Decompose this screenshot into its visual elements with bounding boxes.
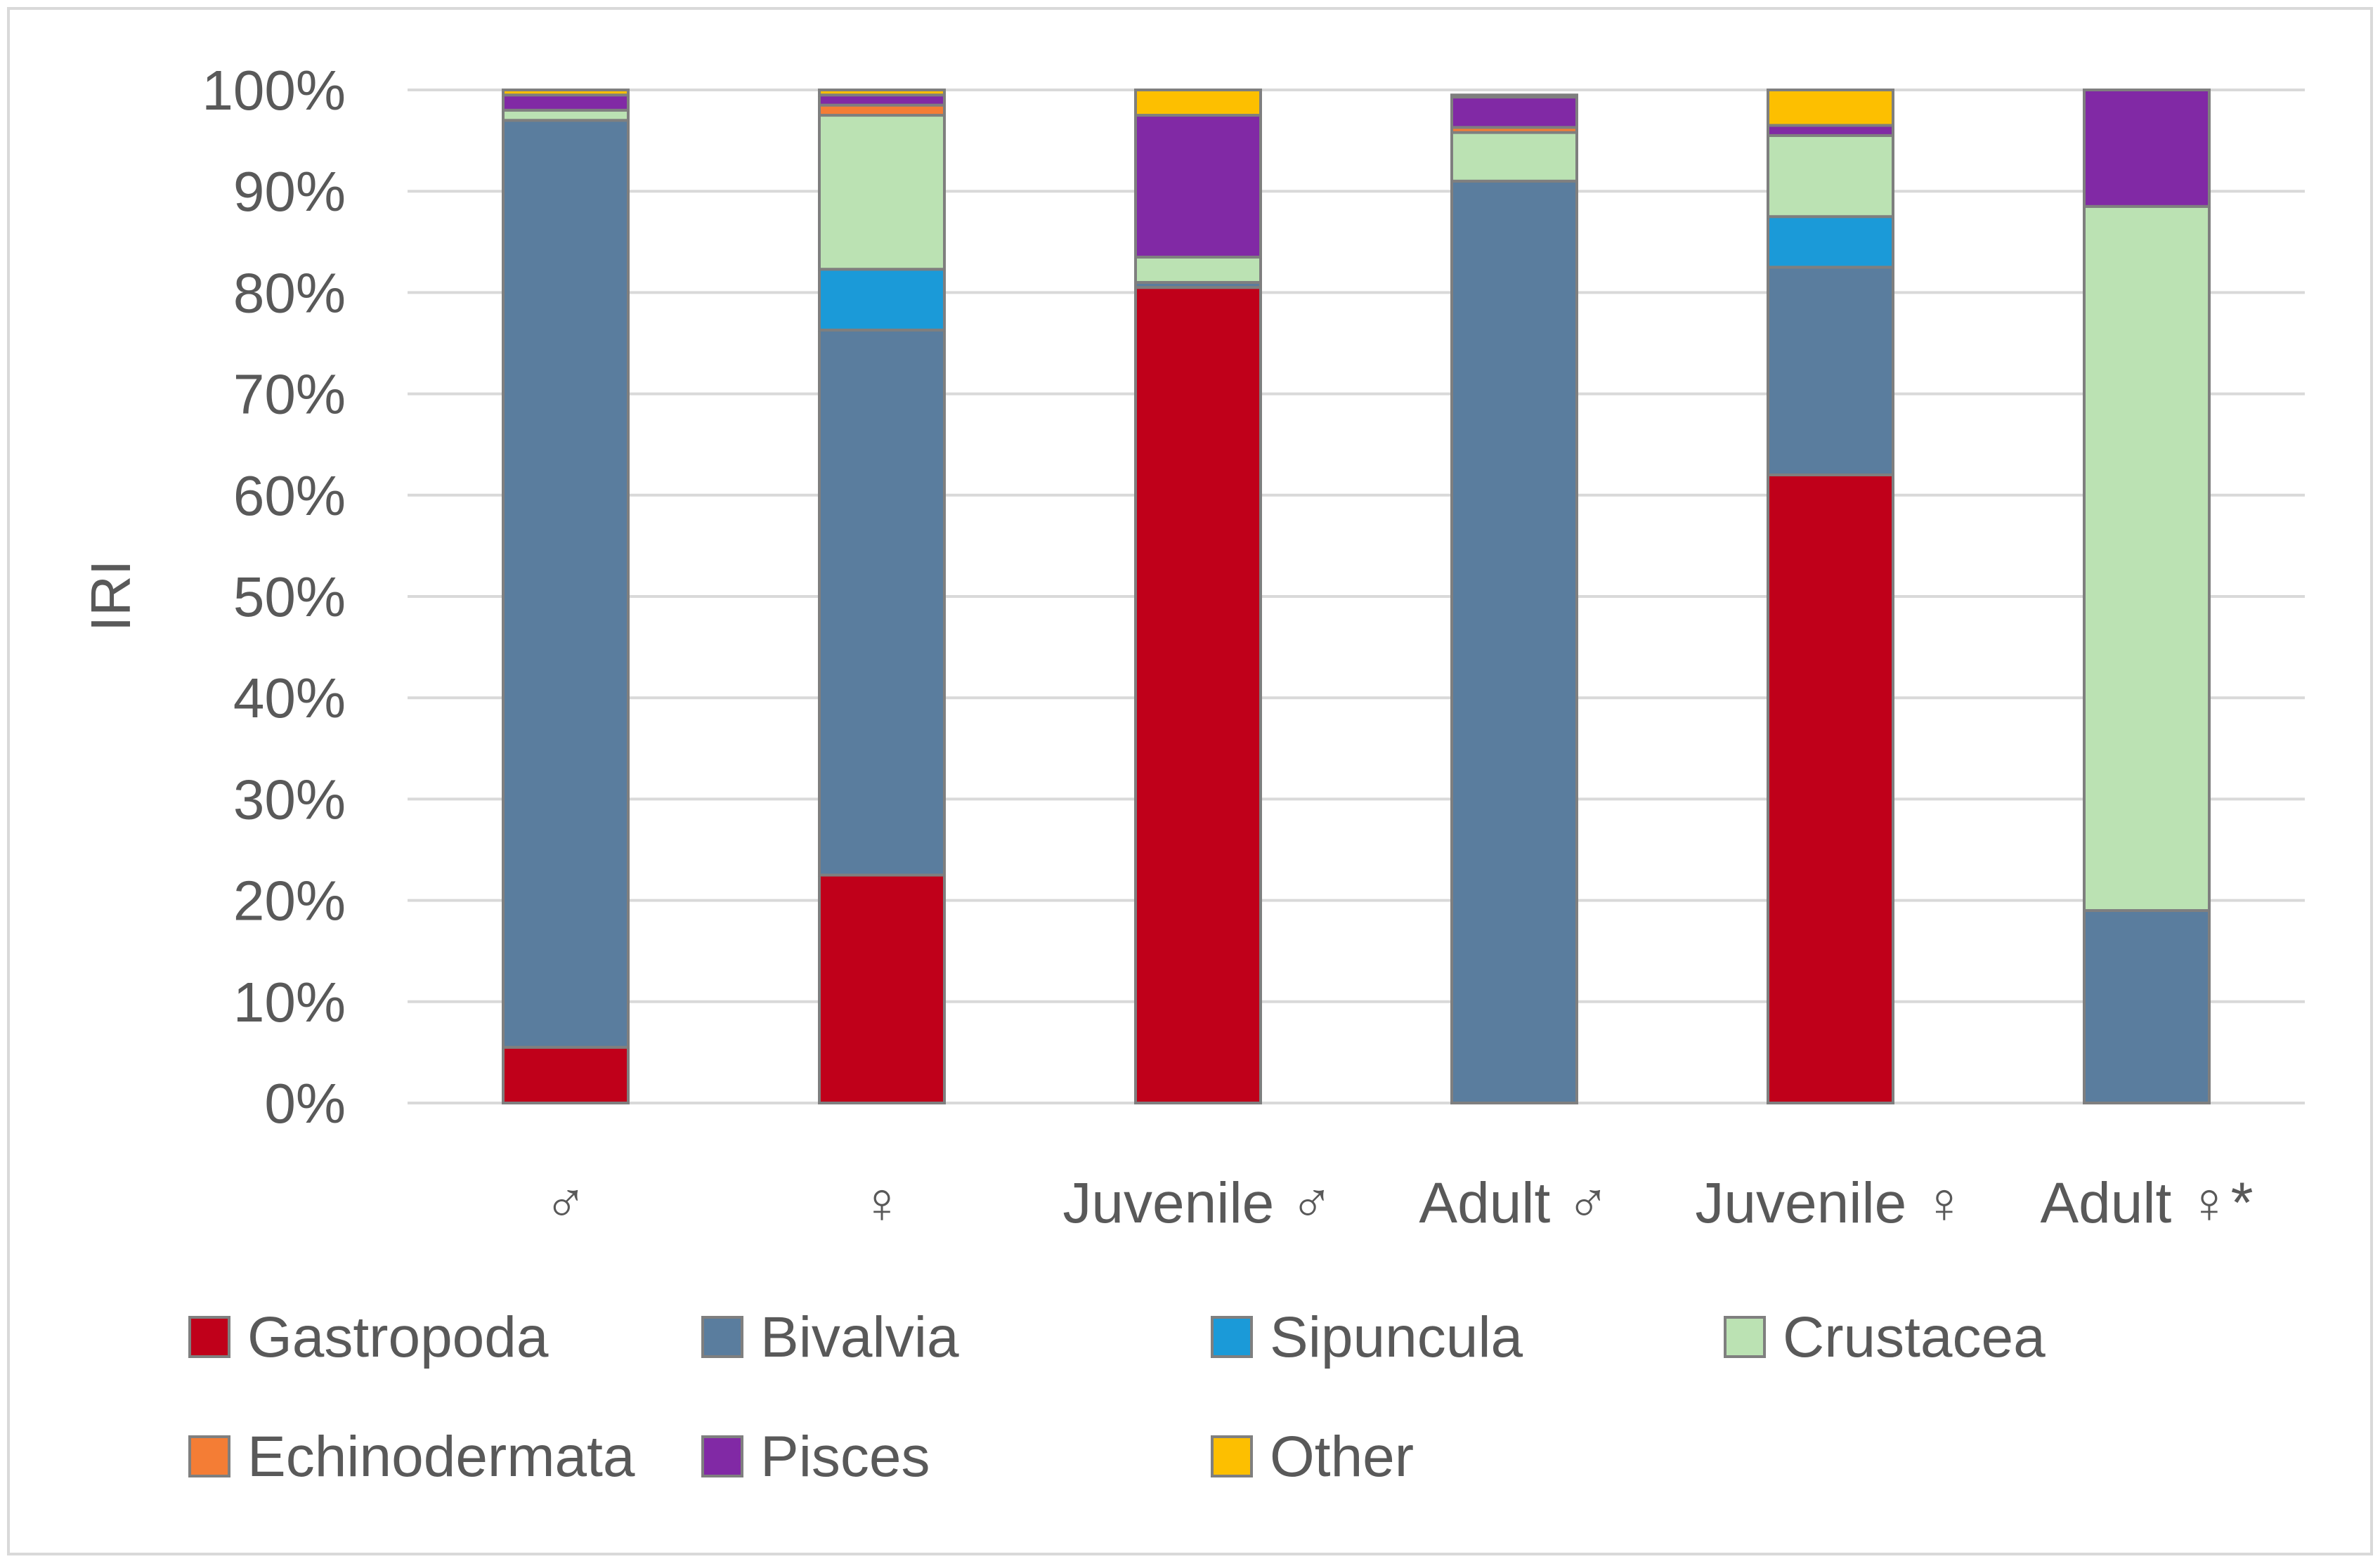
legend-label: Other bbox=[1270, 1425, 1414, 1489]
bar-segment-bivalvia bbox=[1767, 266, 1894, 476]
bar-segment-pisces bbox=[502, 93, 630, 112]
y-tick-label: 90% bbox=[233, 160, 346, 223]
y-tick-label: 20% bbox=[233, 870, 346, 932]
y-axis-ticks: 0% 10% 20% 30% 40% 50% 60% 70% 80% 90% 100% bbox=[202, 59, 346, 1135]
bar-segment-pisces bbox=[1134, 114, 1262, 259]
legend-swatch-bivalvia bbox=[701, 1316, 743, 1358]
legend-label: Crustacea bbox=[1783, 1305, 2046, 1369]
bar-segment-crustacea bbox=[2083, 204, 2211, 913]
bar-segment-other bbox=[1767, 89, 1894, 127]
bar-segment-other bbox=[1450, 93, 1578, 99]
bar-segment-gastropoda bbox=[1767, 473, 1894, 1104]
x-tick-label: Juvenile ♂ bbox=[1062, 1171, 1333, 1235]
y-tick-label: 60% bbox=[233, 464, 346, 527]
x-axis-ticks: ♂ ♀ Juvenile ♂ Adult ♂ Juvenile ♀ Adult ♀* bbox=[544, 1171, 2253, 1235]
y-tick-label: 30% bbox=[233, 768, 346, 830]
bar-segment-sipuncula bbox=[818, 268, 946, 332]
legend-label: Gastropoda bbox=[247, 1305, 549, 1369]
y-axis-label: IRI bbox=[79, 560, 142, 632]
bar-segment-sipuncula bbox=[1767, 215, 1894, 269]
legend-swatch-other bbox=[1211, 1435, 1253, 1477]
legend-label: Sipuncula bbox=[1270, 1305, 1523, 1369]
bar-segment-bivalvia bbox=[818, 328, 946, 877]
bar-segment-crustacea bbox=[818, 114, 946, 271]
y-tick-label: 70% bbox=[233, 363, 346, 426]
legend-swatch-sipuncula bbox=[1211, 1316, 1253, 1358]
legend-label: Echinodermata bbox=[247, 1425, 635, 1489]
x-tick-label: Adult ♂ bbox=[1419, 1171, 1609, 1235]
bar-segment-crustacea bbox=[1450, 131, 1578, 183]
gridlines bbox=[408, 89, 2305, 1104]
bar-segment-pisces bbox=[818, 93, 946, 107]
y-tick-label: 10% bbox=[233, 971, 346, 1033]
bar-segment-other bbox=[1134, 89, 1262, 117]
bar-segment-gastropoda bbox=[1134, 286, 1262, 1105]
y-tick-label: 100% bbox=[202, 59, 346, 122]
bar-segment-bivalvia bbox=[502, 119, 630, 1049]
x-tick-label: Juvenile ♀ bbox=[1695, 1171, 1965, 1235]
bar-segment-gastropoda bbox=[502, 1045, 630, 1104]
bar-segment-crustacea bbox=[1767, 133, 1894, 218]
bar-segment-other bbox=[818, 89, 946, 97]
y-tick-label: 0% bbox=[264, 1072, 346, 1135]
legend-swatch-pisces bbox=[701, 1435, 743, 1477]
legend: Gastropoda Bivalvia Sipuncula Crustacea Echi… bbox=[188, 1305, 2046, 1489]
bars bbox=[502, 89, 2211, 1105]
y-tick-label: 80% bbox=[233, 261, 346, 324]
bar-segment-gastropoda bbox=[818, 873, 946, 1105]
legend-swatch-gastropoda bbox=[188, 1316, 230, 1358]
legend-label: Bivalvia bbox=[760, 1305, 959, 1369]
y-tick-label: 50% bbox=[233, 566, 346, 628]
legend-swatch-echinodermata bbox=[188, 1435, 230, 1477]
y-tick-label: 40% bbox=[233, 667, 346, 729]
bar-segment-pisces bbox=[1767, 124, 1894, 137]
x-tick-label: ♂ bbox=[544, 1171, 587, 1235]
bar-segment-pisces bbox=[2083, 89, 2211, 208]
bar-segment-echinodermata bbox=[818, 103, 946, 117]
bar-segment-pisces bbox=[1450, 96, 1578, 129]
bar-segment-bivalvia bbox=[1450, 179, 1578, 1104]
x-tick-label: Adult ♀* bbox=[2040, 1171, 2253, 1235]
bar-segment-crustacea bbox=[1134, 255, 1262, 284]
x-tick-label: ♀ bbox=[860, 1171, 904, 1235]
legend-label: Pisces bbox=[760, 1425, 930, 1489]
bar-segment-bivalvia bbox=[2083, 909, 2211, 1105]
bar-segment-crustacea bbox=[502, 108, 630, 122]
legend-swatch-crustacea bbox=[1724, 1316, 1766, 1358]
bar-segment-other bbox=[502, 89, 630, 97]
